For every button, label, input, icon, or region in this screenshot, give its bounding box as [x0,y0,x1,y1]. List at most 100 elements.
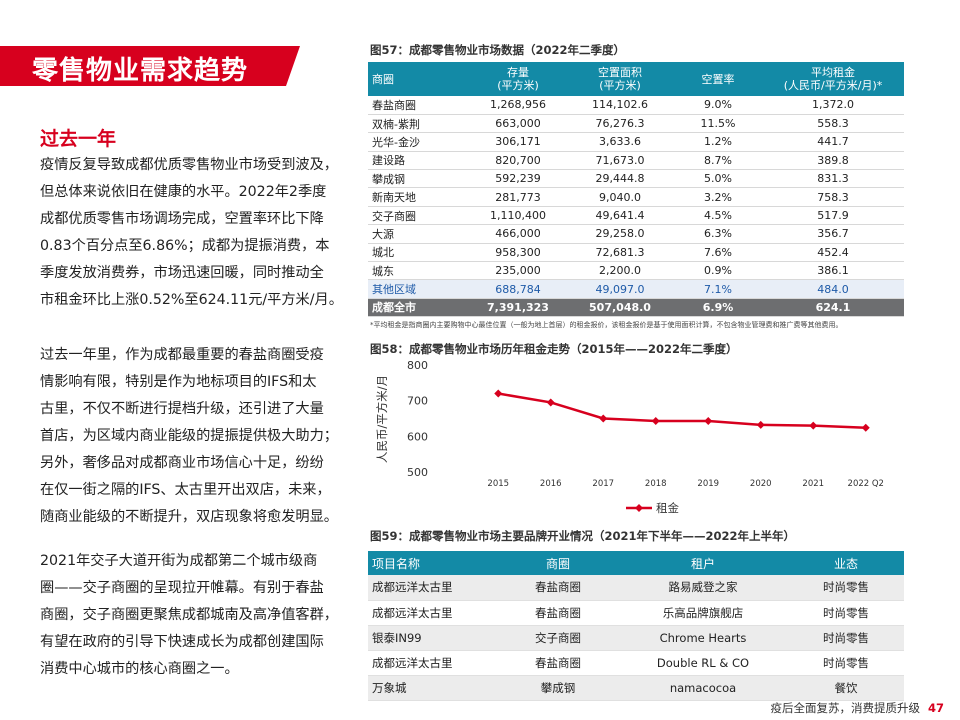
table-cell: 29,444.8 [566,169,674,189]
x-tick-label: 2021 [802,479,824,489]
paragraph-line: 情影响有限，特别是作为地标项目的IFS和太 [40,374,317,390]
table-row: 银泰IN99 交子商圈 Chrome Hearts 时尚零售 [368,625,904,651]
chart-title: 图58：成都零售物业市场历年租金走势（2015年——2022年二季度） [370,342,738,356]
table-cell: 时尚零售 [788,650,904,676]
table-cell: 双楠-紫荆 [368,114,470,134]
data-point [546,398,555,407]
table-cell: 城北 [368,243,470,263]
page-number: 47 [927,701,944,715]
table-cell: 7.1% [674,279,762,299]
table-cell: 银泰IN99 [368,625,498,651]
table-cell: 9.0% [674,96,762,115]
table-cell: 乐高品牌旗舰店 [618,600,788,626]
table-cell: 29,258.0 [566,224,674,244]
table-cell: 466,000 [470,224,566,244]
table-cell: 6.9% [674,298,762,318]
section-title: 过去一年 [40,128,117,150]
table-row: 光华-金沙 306,171 3,633.6 1.2% 441.7 [368,132,904,152]
table-cell: 517.9 [762,206,904,226]
paragraph-1: 疫情反复导致成都优质零售物业市场受到波及， 但总体来说依旧在健康的水平。2022年… [40,152,360,314]
table-row: 城北 958,300 72,681.3 7.6% 452.4 [368,243,904,263]
x-tick-label: 2016 [540,479,562,489]
table-row: 万象城 攀成钢 namacocoa 餐饮 [368,675,904,701]
table-row: 成都远洋太古里 春盐商圈 乐高品牌旗舰店 时尚零售 [368,600,904,626]
x-tick-label: 2018 [645,479,667,489]
table-cell: 时尚零售 [788,600,904,626]
paragraph-2: 过去一年里，作为成都最重要的春盐商圈受疫 情影响有限，特别是作为地标项目的IFS和… [40,342,360,531]
table-cell: 餐饮 [788,675,904,701]
table-cell: 3,633.6 [566,132,674,152]
table-cell: 7,391,323 [470,298,566,318]
table-cell: 758.3 [762,187,904,207]
data-point [704,416,713,425]
other-row: 其他区域 688,784 49,097.0 7.1% 484.0 [368,279,904,299]
table-cell: 356.7 [762,224,904,244]
page-title: 零售物业需求趋势 [32,56,249,86]
column-header: 存量 (平方米) [470,62,566,96]
column-header: 空置面积 (平方米) [566,62,674,96]
column-header: 空置率 [674,62,762,96]
table-cell: 507,048.0 [566,298,674,318]
table-cell: 新南天地 [368,187,470,207]
column-header: 项目名称 [368,551,498,575]
table-row: 城东 235,000 2,200.0 0.9% 386.1 [368,261,904,281]
data-point [861,423,870,432]
column-header: 商圈 [498,551,618,575]
table-cell: 9,040.0 [566,187,674,207]
data-point [756,420,765,429]
column-header: 商圈 [368,62,470,96]
table-cell: 攀成钢 [368,169,470,189]
table-cell: 49,097.0 [566,279,674,299]
table-cell: 成都全市 [368,298,470,318]
table-cell: 6.3% [674,224,762,244]
page-footer: 疫后全面复苏，消费提质升级 47 [770,700,944,716]
table-cell: 交子商圈 [498,625,618,651]
table-cell: 72,681.3 [566,243,674,263]
paragraph-line: 但总体来说依旧在健康的水平。2022年2季度 [40,184,327,200]
retail-market-table: 商圈 存量 (平方米) 空置面积 (平方米) 空置率 平均租金 (人民币/平方米/月)* 春盐… [368,62,904,318]
y-tick-label: 800 [407,359,428,372]
table-cell: 1,372.0 [762,96,904,115]
paragraph-line: 首店，为区域内商业能级的提振提供极大助力； [40,428,338,444]
paragraph-line: 市租金环比上涨0.52%至624.11元/平方米/月。 [40,292,343,308]
table-cell: 1,110,400 [470,206,566,226]
table-cell: 592,239 [470,169,566,189]
table-cell: 时尚零售 [788,575,904,601]
table-cell: 春盐商圈 [498,575,618,601]
y-tick-label: 700 [407,395,428,408]
table-row: 春盐商圈 1,268,956 114,102.6 9.0% 1,372.0 [368,96,904,115]
table-cell: 7.6% [674,243,762,263]
table-cell: 71,673.0 [566,151,674,171]
rent-trend-chart: 人民币/平方米/月 500 600 700 800 2015 2016 2017 2018 201… [375,359,884,515]
paragraph-line: 随商业能级的不断提升，双店现象将愈发明显。 [40,509,338,525]
table57-title: 图57：成都零售物业市场数据（2022年二季度） [370,43,626,57]
x-tick-label: 2020 [750,479,772,489]
table-row: 新南天地 281,773 9,040.0 3.2% 758.3 [368,187,904,207]
table-cell: 306,171 [470,132,566,152]
data-point [599,414,608,423]
table-row: 攀成钢 592,239 29,444.8 5.0% 831.3 [368,169,904,189]
table-cell: 389.8 [762,151,904,171]
paragraph-line: 过去一年里，作为成都最重要的春盐商圈受疫 [40,347,324,363]
x-tick-label: 2019 [697,479,719,489]
x-tick-label: 2017 [592,479,614,489]
table-cell: 成都远洋太古里 [368,650,498,676]
footer-text: 疫后全面复苏，消费提质升级 [770,701,920,715]
paragraph-line: 有望在政府的引导下快速成长为成都创建国际 [40,634,324,650]
column-header: 平均租金 (人民币/平方米/月)* [762,62,904,96]
table-row: 交子商圈 1,110,400 49,641.4 4.5% 517.9 [368,206,904,226]
paragraph-line: 消费中心城市的核心商圈之一。 [40,661,239,677]
table-cell: 1.2% [674,132,762,152]
table-row: 大源 466,000 29,258.0 6.3% 356.7 [368,224,904,244]
table-cell: 时尚零售 [788,625,904,651]
table-cell: 4.5% [674,206,762,226]
y-axis-label: 人民币/平方米/月 [375,375,389,463]
table-cell: Double RL & CO [618,650,788,676]
paragraph-line: 在仅一街之隔的IFS、太古里开出双店，未来， [40,482,331,498]
paragraph-3: 2021年交子大道开街为成都第二个城市级商 圈——交子商圈的呈现拉开帷幕。有别于春… [40,548,360,683]
table-cell: 城东 [368,261,470,281]
table-cell: 114,102.6 [566,96,674,115]
table-cell: 624.1 [762,298,904,318]
y-tick-label: 500 [407,466,428,479]
table-cell: 建设路 [368,151,470,171]
